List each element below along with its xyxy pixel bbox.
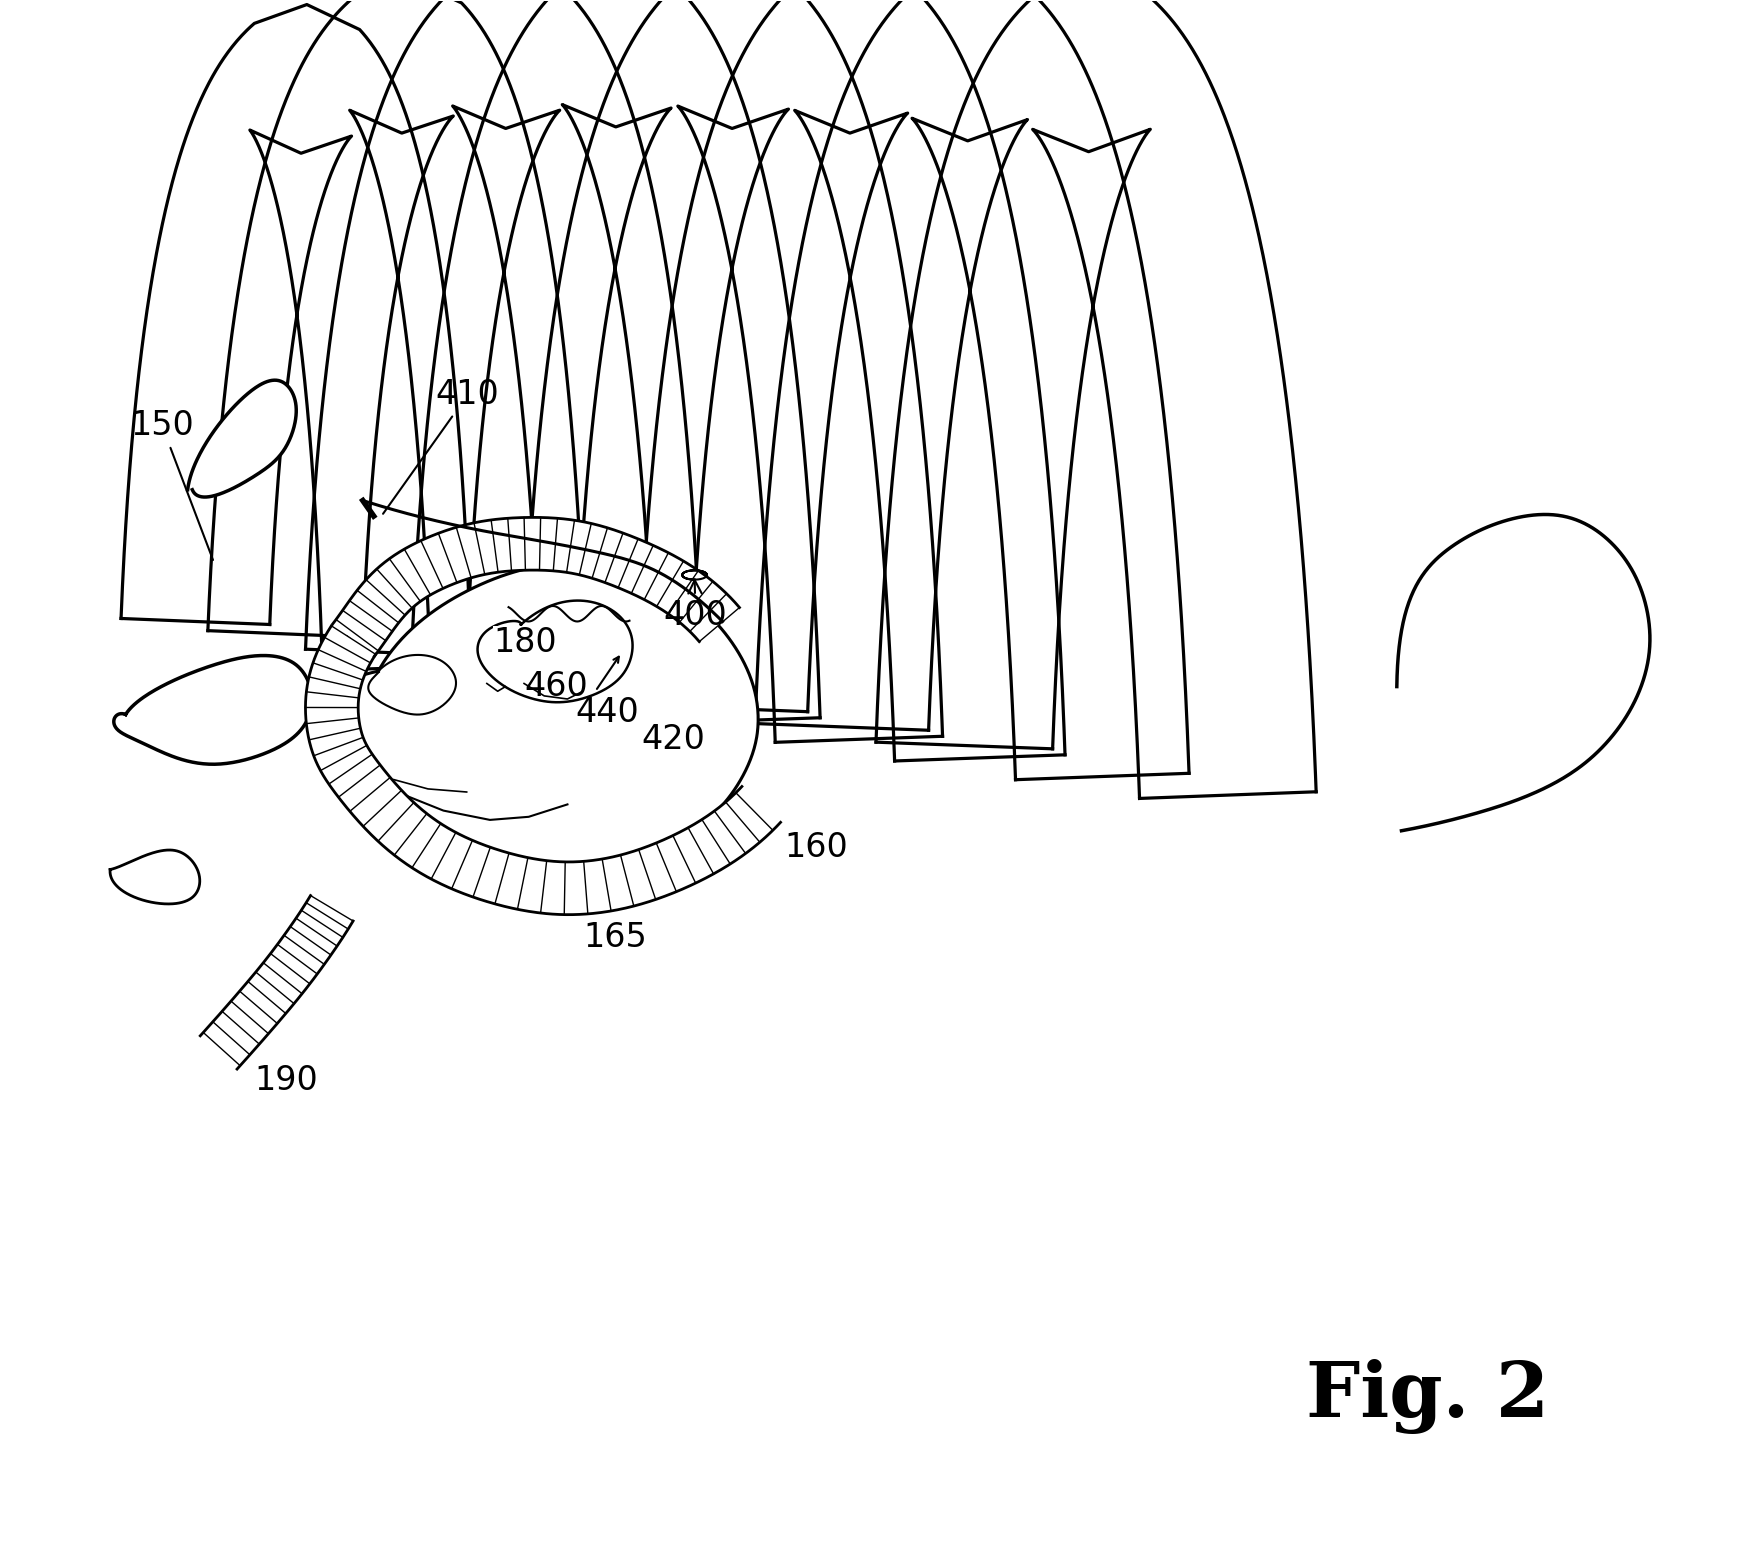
Polygon shape (337, 562, 758, 867)
Text: Fig. 2: Fig. 2 (1306, 1359, 1550, 1433)
Polygon shape (200, 896, 353, 1068)
Polygon shape (523, 0, 942, 742)
Text: 420: 420 (642, 722, 706, 756)
Polygon shape (121, 5, 472, 671)
Polygon shape (305, 0, 702, 705)
Text: 190: 190 (254, 1064, 318, 1096)
Text: 160: 160 (784, 831, 848, 863)
Polygon shape (411, 0, 820, 724)
Polygon shape (111, 849, 200, 904)
Text: 165: 165 (583, 921, 646, 954)
Polygon shape (305, 626, 781, 915)
Text: 400: 400 (663, 581, 727, 632)
Polygon shape (637, 0, 1065, 761)
Text: 440: 440 (576, 696, 639, 730)
Text: 180: 180 (493, 626, 556, 660)
Text: 410: 410 (383, 379, 500, 514)
Polygon shape (114, 655, 312, 764)
Text: 460: 460 (525, 669, 588, 704)
Polygon shape (1397, 514, 1650, 831)
Text: 150: 150 (130, 410, 212, 561)
Polygon shape (207, 0, 586, 686)
Polygon shape (333, 517, 739, 657)
Polygon shape (755, 0, 1190, 780)
Polygon shape (876, 0, 1316, 798)
Polygon shape (188, 380, 297, 497)
